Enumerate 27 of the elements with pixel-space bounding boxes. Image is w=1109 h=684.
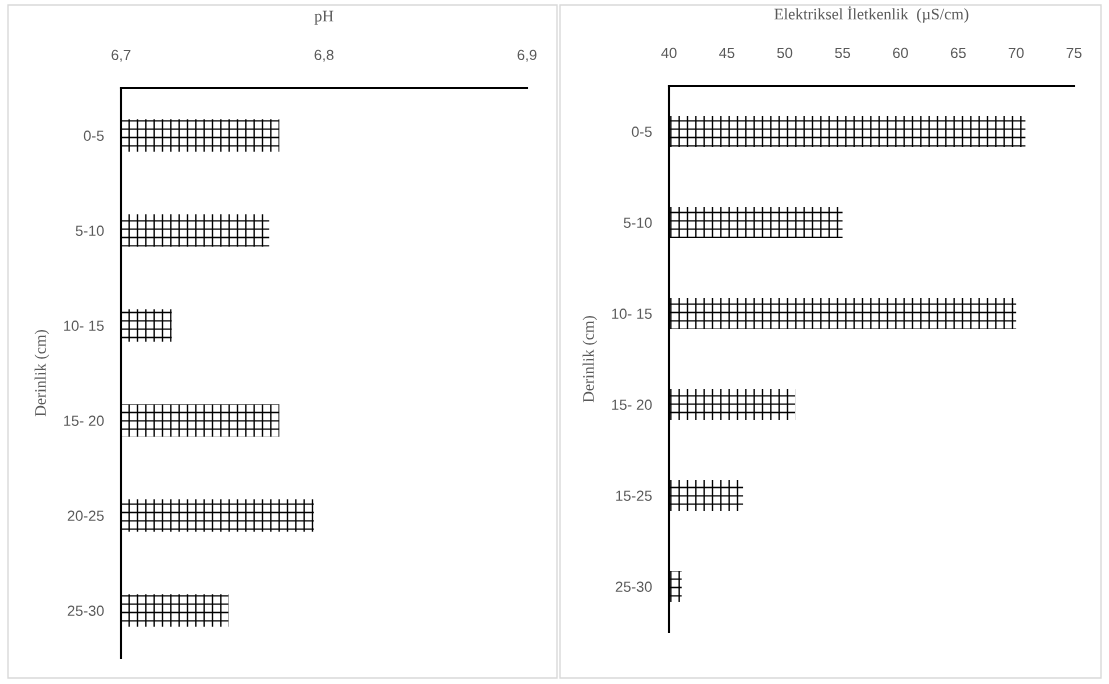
y-tick-label: 5-10 xyxy=(623,217,652,228)
y-tick-label: 15-25 xyxy=(616,490,652,501)
x-tick-label: 70 xyxy=(1008,47,1024,59)
y-tick-label: 0-5 xyxy=(83,130,104,141)
y-tick-label: 25-30 xyxy=(615,581,652,592)
y-tick-label: 5-10 xyxy=(75,225,104,236)
x-tick-label: 55 xyxy=(835,47,851,59)
y-tick-label: 20-25 xyxy=(67,510,104,521)
y-tick-label: 0-5 xyxy=(631,126,652,137)
x-tick-label: 6,8 xyxy=(314,49,334,62)
x-tick-label: 60 xyxy=(893,47,908,59)
x-tick-label: 50 xyxy=(777,47,793,59)
y-tick-label: 25-30 xyxy=(67,605,104,616)
x-tick-label: 65 xyxy=(950,47,966,59)
y-tick-label: 10- 15 xyxy=(612,308,652,319)
y-axis-title: Derinlik (cm) xyxy=(582,316,598,403)
y-tick-label: 10- 15 xyxy=(64,320,104,331)
x-tick-label: 45 xyxy=(719,47,735,59)
chart-title: pH xyxy=(314,10,334,25)
x-tick-label: 75 xyxy=(1066,47,1082,59)
chart-title: Elektriksel İletkenlik (µS/cm) xyxy=(774,6,969,23)
x-tick-label: 6,7 xyxy=(111,49,131,62)
x-tick-label: 6,9 xyxy=(517,49,537,62)
y-axis-title: Derinlik (cm) xyxy=(34,330,50,417)
y-tick-label: 15- 20 xyxy=(612,399,652,410)
x-tick-label: 40 xyxy=(661,47,677,59)
y-tick-label: 15- 20 xyxy=(64,415,104,426)
